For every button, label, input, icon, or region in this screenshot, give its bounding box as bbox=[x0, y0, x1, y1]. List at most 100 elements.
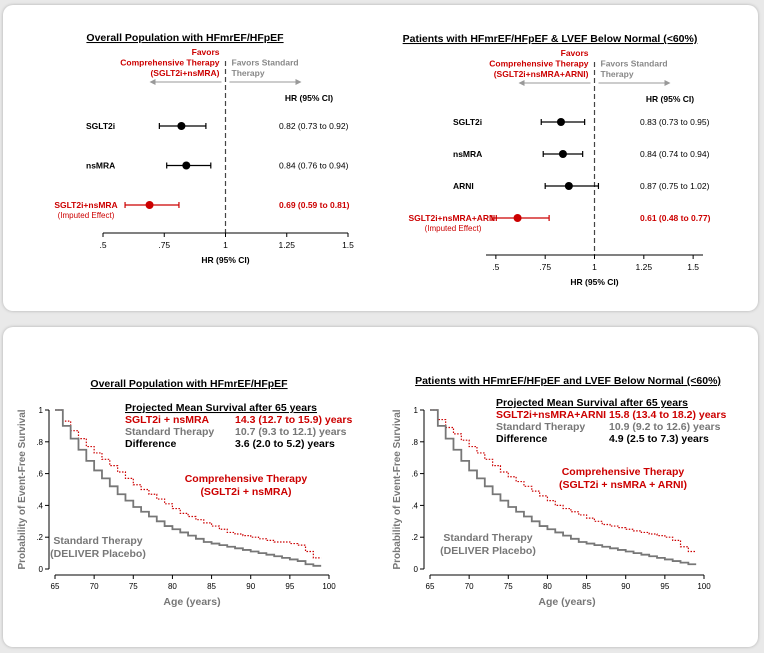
y-tick-label: 1 bbox=[39, 406, 44, 415]
chart-title: Overall Population with HFmrEF/HFpEF bbox=[86, 32, 284, 44]
row-label: SGLT2i+nsMRA bbox=[54, 200, 117, 210]
y-tick-label: .4 bbox=[36, 501, 43, 510]
hr-point bbox=[177, 122, 186, 130]
y-tick-label: .8 bbox=[411, 438, 418, 447]
y-tick-label: 0 bbox=[39, 565, 44, 574]
summary-value: 15.8 (13.4 to 18.2) years bbox=[609, 409, 726, 421]
comprehensive-therapy-label: (SGLT2i + nsMRA + ARNI) bbox=[559, 479, 687, 491]
hr-ci-value: 0.87 (0.75 to 1.02) bbox=[640, 181, 710, 191]
summary-label: Difference bbox=[125, 438, 177, 450]
y-tick-label: 0 bbox=[414, 565, 419, 574]
forest-plot-lvef-below-normal: Patients with HFmrEF/HFpEF & LVEF Below … bbox=[403, 33, 711, 287]
x-axis-title: HR (95% CI) bbox=[570, 277, 618, 287]
x-tick-label: .75 bbox=[158, 240, 170, 250]
summary-label: SGLT2i+nsMRA+ARNI bbox=[496, 409, 606, 421]
y-tick-label: .2 bbox=[411, 533, 418, 542]
favors-left-arrowhead bbox=[518, 80, 525, 86]
x-tick-label: 90 bbox=[246, 582, 255, 591]
favors-comprehensive-label: Favors bbox=[192, 47, 220, 57]
x-tick-label: 90 bbox=[621, 582, 630, 591]
ci-column-header: HR (95% CI) bbox=[646, 94, 694, 104]
summary-value: 10.9 (9.2 to 12.6) years bbox=[609, 421, 721, 433]
favors-comprehensive-label: Favors bbox=[561, 48, 589, 58]
row-sublabel: (Imputed Effect) bbox=[58, 211, 115, 220]
x-tick-label: 1.5 bbox=[342, 240, 354, 250]
summary-label: Difference bbox=[496, 433, 548, 445]
standard-therapy-curve bbox=[55, 409, 322, 567]
summary-label: SGLT2i + nsMRA bbox=[125, 414, 210, 426]
comprehensive-therapy-label: (SGLT2i + nsMRA) bbox=[200, 486, 291, 498]
hr-point bbox=[182, 161, 191, 170]
row-label: nsMRA bbox=[453, 149, 482, 159]
x-axis-title: Age (years) bbox=[163, 596, 220, 608]
standard-therapy-label: (DELIVER Placebo) bbox=[50, 548, 146, 560]
y-tick-label: .4 bbox=[411, 501, 418, 510]
comprehensive-therapy-curve bbox=[430, 409, 697, 553]
standard-therapy-label: (DELIVER Placebo) bbox=[440, 545, 536, 557]
hr-ci-value: 0.82 (0.73 to 0.92) bbox=[279, 121, 349, 131]
ci-column-header: HR (95% CI) bbox=[285, 93, 333, 103]
standard-therapy-label: Standard Therapy bbox=[443, 532, 532, 544]
row-label: ARNI bbox=[453, 181, 474, 191]
x-tick-label: 65 bbox=[426, 582, 435, 591]
hr-ci-value: 0.84 (0.76 to 0.94) bbox=[279, 161, 349, 171]
hr-point bbox=[564, 182, 573, 190]
x-tick-label: 95 bbox=[285, 582, 294, 591]
summary-label: Standard Therapy bbox=[496, 421, 585, 433]
row-label: SGLT2i+nsMRA+ARNI bbox=[408, 213, 497, 223]
hr-point bbox=[558, 150, 567, 158]
hr-ci-value: 0.84 (0.74 to 0.94) bbox=[640, 149, 710, 159]
favors-right-arrowhead bbox=[295, 79, 302, 85]
summary-value: 10.7 (9.3 to 12.1) years bbox=[235, 426, 347, 438]
summary-value: 14.3 (12.7 to 15.9) years bbox=[235, 414, 352, 426]
x-tick-label: 1.25 bbox=[278, 240, 295, 250]
forest-plot-overall: Overall Population with HFmrEF/HFpEF Favo… bbox=[54, 32, 354, 265]
x-tick-label: .5 bbox=[99, 240, 106, 250]
x-tick-label: 1 bbox=[223, 240, 228, 250]
x-tick-label: 95 bbox=[660, 582, 669, 591]
favors-left-arrowhead bbox=[149, 79, 156, 85]
summary-label: Standard Therapy bbox=[125, 426, 214, 438]
y-tick-label: .8 bbox=[36, 438, 43, 447]
chart-title: Overall Population with HFmrEF/HFpEF bbox=[90, 378, 288, 390]
x-tick-label: .75 bbox=[539, 262, 551, 272]
row-sublabel: (Imputed Effect) bbox=[425, 224, 482, 233]
summary-heading: Projected Mean Survival after 65 years bbox=[496, 397, 688, 409]
y-tick-label: .6 bbox=[411, 470, 418, 479]
x-axis-title: HR (95% CI) bbox=[201, 255, 249, 265]
x-tick-label: 1.5 bbox=[687, 262, 699, 272]
x-tick-label: 70 bbox=[90, 582, 99, 591]
x-tick-label: 80 bbox=[543, 582, 552, 591]
x-tick-label: 1.25 bbox=[636, 262, 653, 272]
favors-comprehensive-label: (SGLT2i+nsMRA) bbox=[150, 68, 219, 78]
x-tick-label: 85 bbox=[582, 582, 591, 591]
comprehensive-therapy-label: Comprehensive Therapy bbox=[562, 466, 685, 478]
y-tick-label: .2 bbox=[36, 533, 43, 542]
hr-point bbox=[513, 214, 522, 222]
summary-value: 3.6 (2.0 to 5.2) years bbox=[235, 438, 335, 450]
favors-standard-label: Favors Standard bbox=[232, 58, 299, 68]
hr-ci-value: 0.69 (0.59 to 0.81) bbox=[279, 200, 350, 210]
x-tick-label: 80 bbox=[168, 582, 177, 591]
comprehensive-therapy-label: Comprehensive Therapy bbox=[185, 473, 308, 485]
survival-curves-panel: Overall Population with HFmrEF/HFpEF 0 .2.… bbox=[3, 327, 758, 647]
chart-title: Patients with HFmrEF/HFpEF and LVEF Belo… bbox=[415, 375, 721, 387]
favors-standard-label: Therapy bbox=[601, 69, 634, 79]
y-axis-title: Probability of Event-Free Survival bbox=[17, 409, 28, 569]
y-axis-title: Probability of Event-Free Survival bbox=[392, 409, 403, 569]
favors-standard-label: Favors Standard bbox=[601, 59, 668, 69]
hr-point bbox=[145, 201, 154, 209]
x-tick-label: 75 bbox=[504, 582, 513, 591]
summary-heading: Projected Mean Survival after 65 years bbox=[125, 402, 317, 414]
favors-right-arrowhead bbox=[664, 80, 671, 86]
survival-plot-overall: Overall Population with HFmrEF/HFpEF 0 .2.… bbox=[17, 378, 352, 608]
hr-ci-value: 0.61 (0.48 to 0.77) bbox=[640, 213, 711, 223]
x-tick-label: 100 bbox=[697, 582, 711, 591]
y-tick-label: 1 bbox=[414, 406, 419, 415]
x-tick-label: 75 bbox=[129, 582, 138, 591]
favors-comprehensive-label: Comprehensive Therapy bbox=[120, 58, 219, 68]
x-tick-label: 85 bbox=[207, 582, 216, 591]
row-label: SGLT2i bbox=[453, 117, 482, 127]
survival-plot-lvef-below-normal: Patients with HFmrEF/HFpEF and LVEF Belo… bbox=[392, 375, 726, 608]
x-tick-label: .5 bbox=[492, 262, 499, 272]
